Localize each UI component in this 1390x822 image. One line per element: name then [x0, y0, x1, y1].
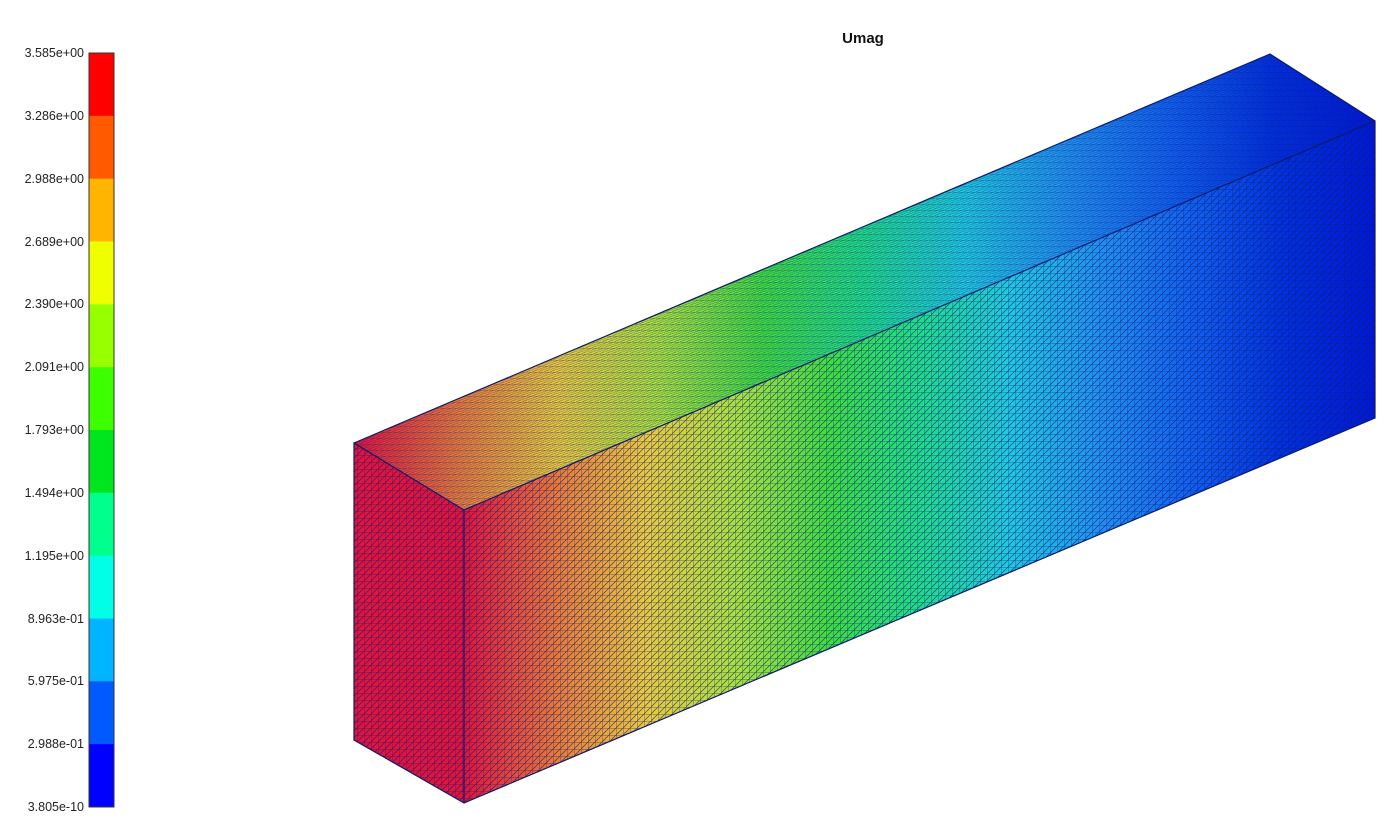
colorbar-tick-label: 2.988e+00	[24, 171, 84, 186]
colorbar-border	[88, 52, 115, 808]
colorbar-tick-label: 3.805e-10	[27, 800, 84, 814]
beam-top-mesh	[354, 54, 1375, 510]
colorbar-segment	[89, 115, 114, 180]
beam-end-mesh	[354, 443, 464, 803]
colorbar-segment	[89, 304, 114, 368]
colorbar-tick-label: 2.988e-01	[27, 737, 84, 752]
colorbar-segment	[89, 178, 114, 242]
colorbar-segment	[89, 618, 114, 682]
colorbar-tick-label: 8.963e-01	[27, 611, 84, 626]
colorbar-tick-label: 3.286e+00	[24, 108, 84, 123]
beam-side-mesh	[464, 121, 1375, 803]
colorbar-tick-labels: 3.585e+00 3.286e+00 2.988e+00 2.689e+00 2.39…	[0, 0, 84, 822]
colorbar-segment	[89, 430, 114, 494]
colorbar-tick-label: 1.195e+00	[24, 548, 84, 563]
colorbar-segment	[89, 744, 114, 808]
plot-title: Umag	[842, 30, 884, 47]
colorbar-segment	[89, 241, 114, 305]
colorbar-tick-label: 2.390e+00	[24, 297, 84, 312]
colorbar-tick-label: 1.793e+00	[24, 423, 84, 437]
colorbar-segment	[89, 681, 114, 745]
colorbar-tick-label: 2.091e+00	[24, 360, 84, 375]
beam-mesh	[353, 53, 1376, 804]
colorbar-tick-label: 5.975e-01	[27, 674, 84, 689]
colorbar-tick-label: 1.494e+00	[24, 485, 84, 500]
colorbar-segment	[89, 492, 114, 557]
colorbar-segment	[89, 367, 114, 431]
colorbar-segment	[89, 53, 114, 117]
colorbar-tick-label: 3.585e+00	[24, 46, 84, 60]
colorbar-tick-label: 2.689e+00	[24, 234, 84, 249]
colorbar	[88, 52, 115, 808]
colorbar-segment	[89, 555, 114, 619]
